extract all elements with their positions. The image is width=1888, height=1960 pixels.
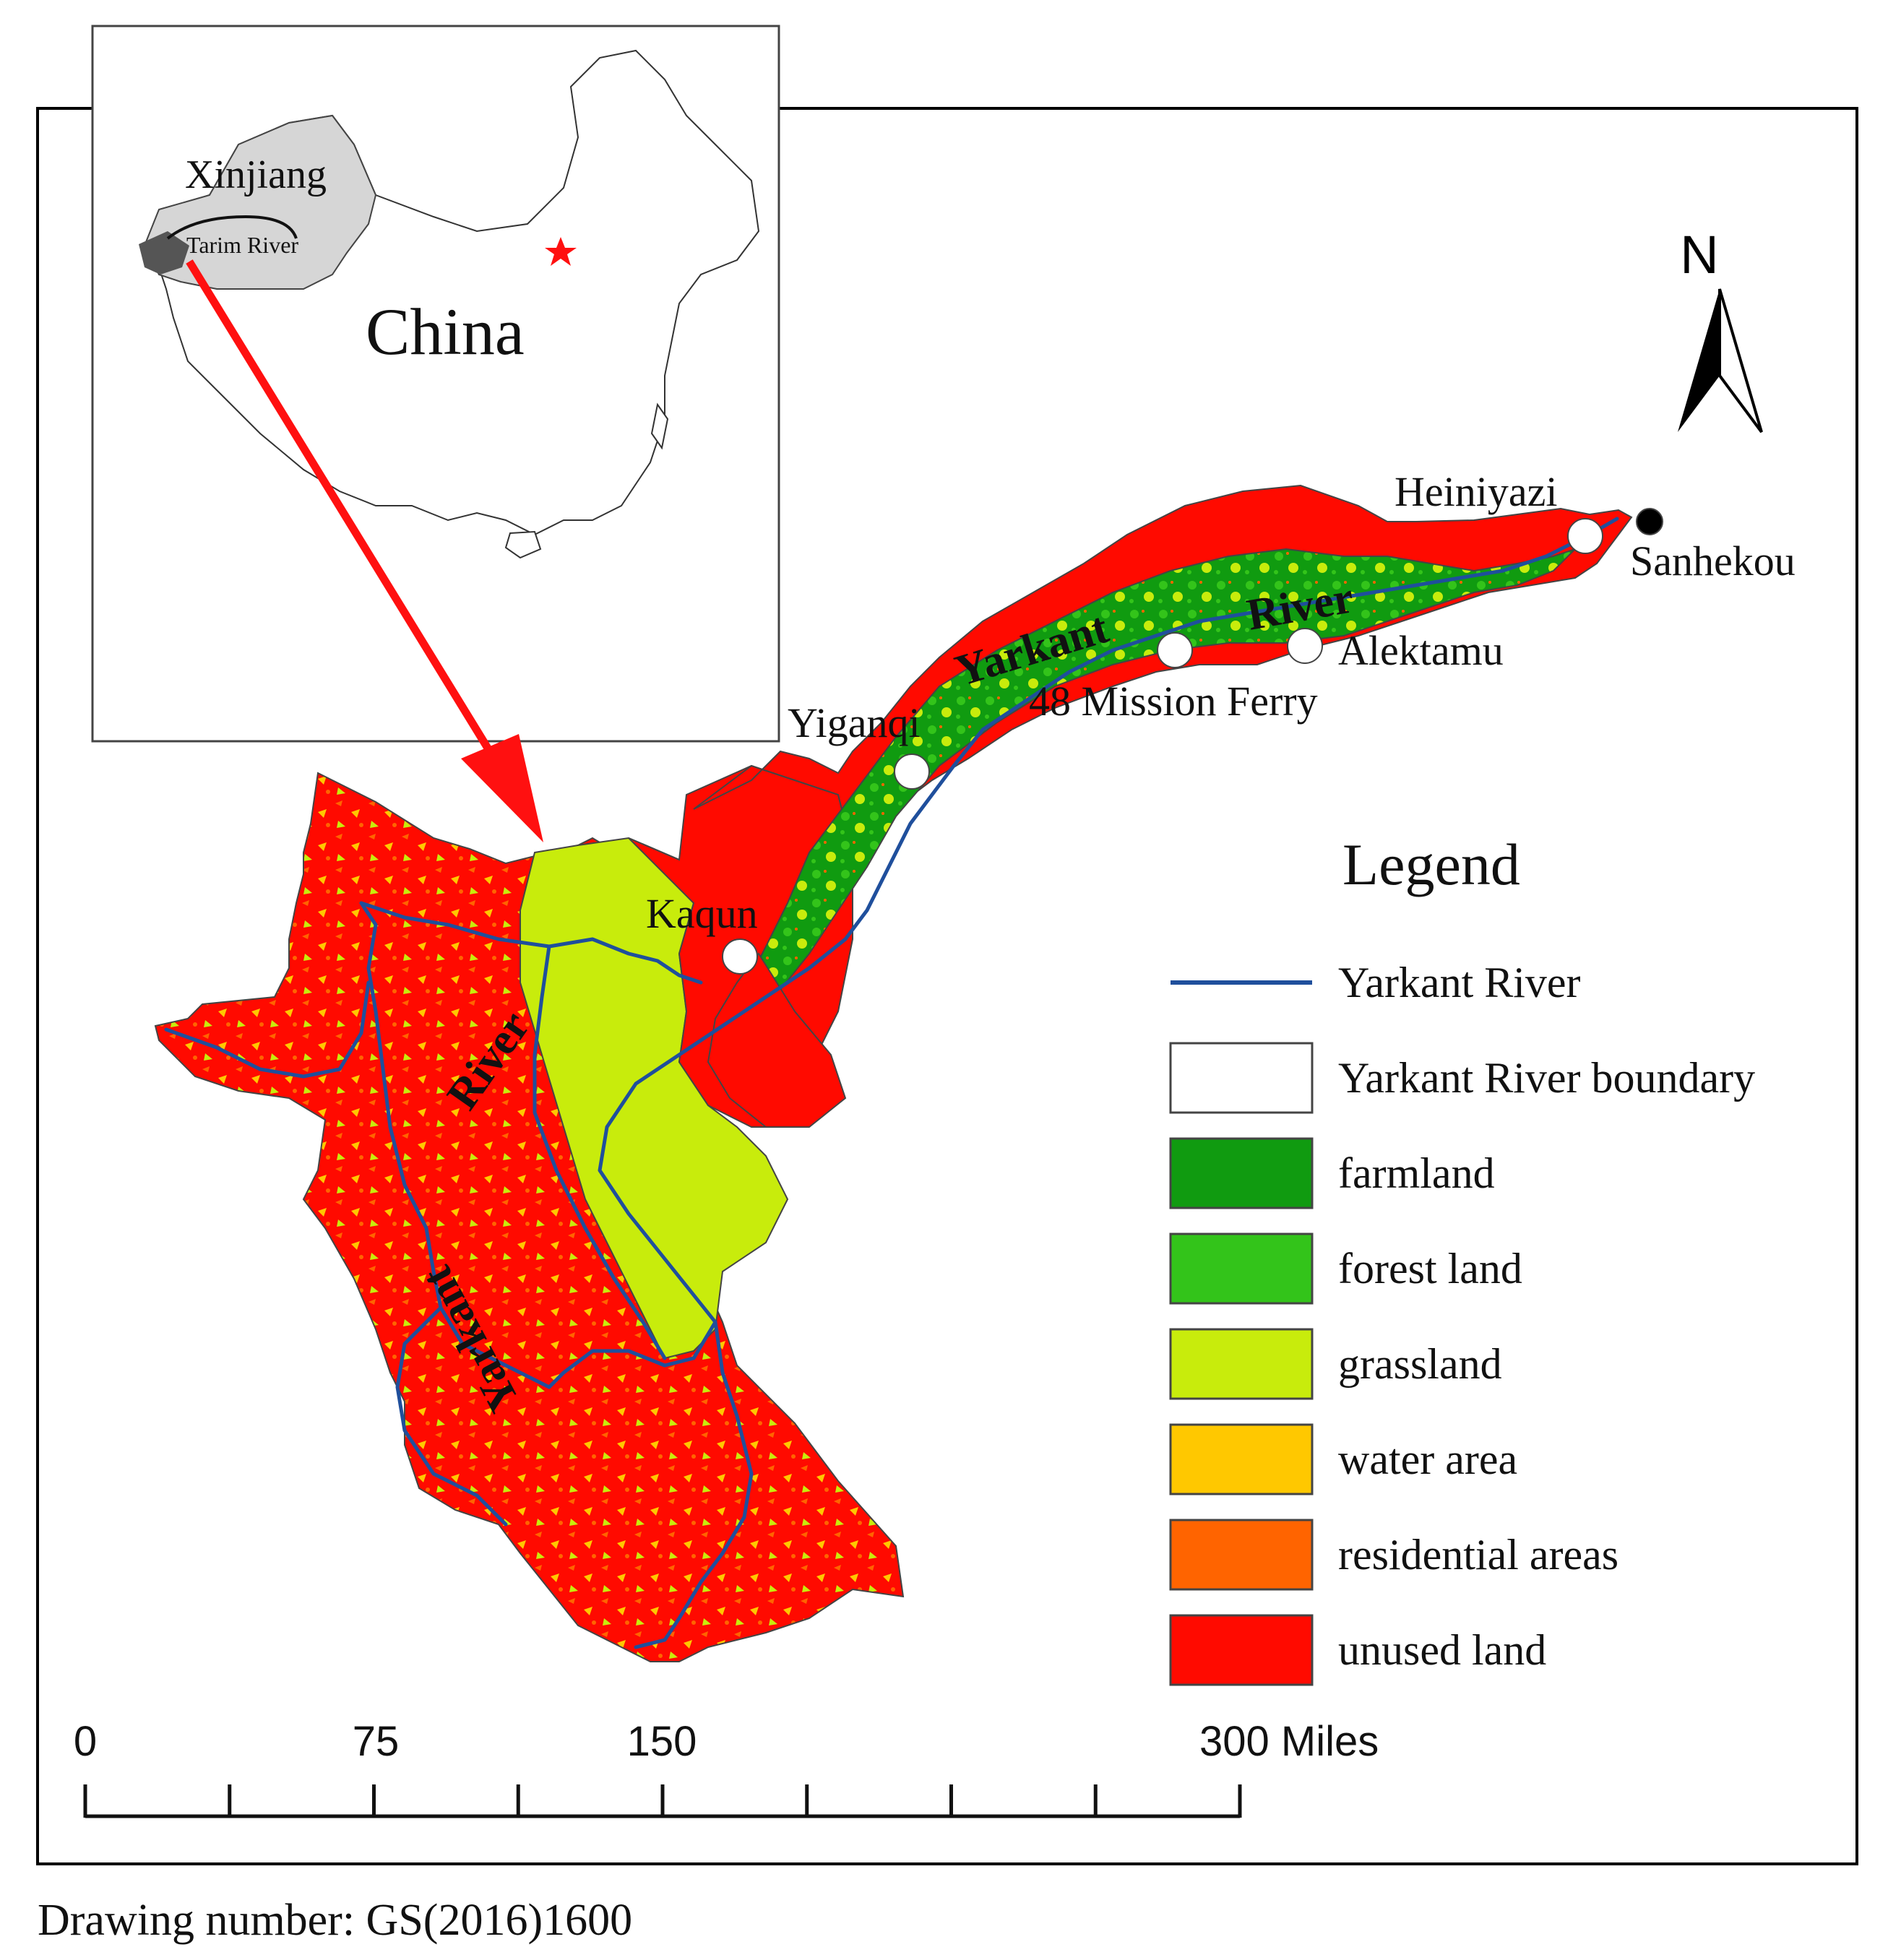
legend-swatch	[1169, 1423, 1314, 1495]
map-frame	[36, 107, 1858, 1865]
legend-label: Yarkant River boundary	[1338, 1054, 1755, 1102]
scale-label-75: 75	[353, 1718, 400, 1765]
marker-mission-ferry[interactable]	[1157, 632, 1193, 668]
legend-label: water area	[1338, 1436, 1517, 1483]
scale-label-150: 150	[627, 1718, 697, 1765]
legend-swatch	[1169, 1614, 1314, 1686]
marker-kaqun[interactable]	[722, 938, 758, 975]
river-west-branch	[359, 901, 551, 1389]
north-arrow-label: N	[1680, 225, 1718, 285]
locator-arrow	[186, 259, 543, 842]
drawing-number: Drawing number: GS(2016)1600	[38, 1896, 632, 1945]
marker-alektamu[interactable]	[1287, 628, 1323, 664]
marker-heiniyazi[interactable]	[1567, 518, 1603, 554]
north-arrow-right-half	[1718, 288, 1763, 433]
legend: Legend Yarkant River Yarkant River bounda…	[1169, 832, 1755, 1686]
inset-capital-star-icon	[545, 237, 577, 266]
legend-item: unused land	[1169, 1614, 1546, 1686]
north-arrow-left-half	[1678, 289, 1720, 432]
legend-item: Yarkant River boundary	[1169, 1042, 1755, 1114]
scale-label-0: 0	[74, 1718, 97, 1765]
legend-item: water area	[1169, 1423, 1517, 1495]
river-lower-branch	[634, 1320, 754, 1649]
basin-unused-south	[707, 952, 847, 1128]
label-alektamu: Alektamu	[1338, 627, 1504, 674]
legend-label: residential areas	[1338, 1531, 1618, 1579]
legend-item: forest land	[1169, 1232, 1522, 1305]
label-mission-ferry: 48 Mission Ferry	[1029, 678, 1318, 725]
inset-china-label: China	[366, 295, 525, 368]
locator-arrow-head	[461, 734, 543, 842]
locator-arrow-shaft	[186, 259, 502, 768]
label-heiniyazi: Heiniyazi	[1395, 468, 1557, 515]
inset-tarim-river-label: Tarim River	[186, 232, 298, 258]
legend-item: Yarkant River	[1171, 959, 1581, 1006]
river-main-channel	[598, 517, 1619, 1324]
legend-title: Legend	[1342, 832, 1520, 897]
inset-yarkant-basin	[139, 231, 189, 275]
legend-item: grassland	[1169, 1328, 1502, 1400]
north-arrow: N	[1678, 225, 1763, 433]
legend-swatch	[1169, 1519, 1314, 1591]
label-yiganqi: Yiganqi	[788, 699, 921, 746]
scale-label-300: 300 Miles	[1199, 1718, 1379, 1765]
legend-label: farmland	[1338, 1149, 1495, 1197]
river-upper-branch	[547, 1320, 717, 1389]
marker-sanhekou[interactable]	[1636, 508, 1663, 535]
river-inner-branch	[533, 944, 667, 1360]
inset-hainan	[504, 530, 542, 559]
marker-yiganqi[interactable]	[894, 754, 930, 790]
river-network	[164, 517, 1619, 1649]
legend-swatch	[1169, 1042, 1314, 1114]
legend-label: grassland	[1338, 1340, 1502, 1388]
inset-xinjiang-label: Xinjiang	[185, 152, 327, 197]
inset-taiwan	[650, 402, 669, 450]
label-sanhekou: Sanhekou	[1630, 538, 1796, 584]
legend-swatch	[1169, 1328, 1314, 1400]
river-north-branch	[359, 901, 703, 985]
basin-farmland-belt	[757, 548, 1576, 991]
legend-label: Yarkant River	[1338, 959, 1581, 1006]
legend-item: farmland	[1169, 1137, 1495, 1209]
legend-label: unused land	[1338, 1626, 1546, 1674]
inset-map: Xinjiang Tarim River China	[91, 25, 780, 743]
legend-label: forest land	[1338, 1245, 1522, 1292]
scale-bar: 0 75 150 300 Miles	[74, 1718, 1379, 1818]
legend-swatch	[1169, 1137, 1314, 1209]
inset-tarim-river	[166, 215, 298, 240]
river-tributary-west	[164, 980, 371, 1079]
label-kaqun: Kaqun	[646, 890, 758, 937]
legend-swatch	[1169, 1232, 1314, 1305]
legend-item: residential areas	[1169, 1519, 1618, 1591]
river-tributary-south	[395, 1305, 508, 1527]
place-markers	[722, 508, 1663, 975]
